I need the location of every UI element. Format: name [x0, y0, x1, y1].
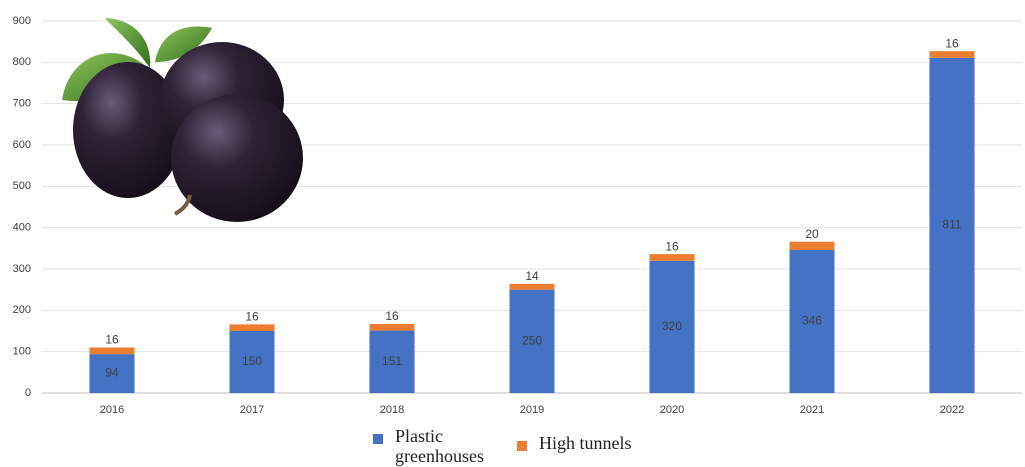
y-tick-label: 100 [13, 346, 31, 358]
data-label: 16 [665, 239, 679, 253]
x-tick-label: 2022 [940, 404, 964, 416]
bar-segment [789, 249, 835, 393]
y-tick-label: 800 [13, 56, 31, 68]
bar-segment [369, 330, 415, 393]
bar-segment [929, 51, 975, 58]
data-label: 150 [242, 354, 262, 368]
bar-segment [509, 283, 555, 290]
legend-item: High tunnels [517, 433, 632, 453]
bar-segment [649, 254, 695, 261]
data-label: 320 [662, 319, 682, 333]
bar-segment [509, 289, 555, 393]
x-tick-label: 2017 [240, 404, 264, 416]
bar-segment [369, 323, 415, 331]
y-tick-label: 900 [13, 15, 31, 27]
y-tick-label: 300 [13, 263, 31, 275]
y-tick-label: 0 [25, 387, 31, 399]
x-tick-label: 2018 [380, 404, 404, 416]
x-tick-label: 2020 [660, 404, 684, 416]
data-label: 811 [942, 218, 961, 232]
bar-segment [229, 331, 275, 393]
bar-segment [789, 241, 835, 250]
y-tick-label: 500 [13, 180, 31, 192]
data-label: 20 [805, 227, 819, 241]
data-label: 346 [802, 314, 822, 328]
legend-label: Plastic greenhouses [395, 426, 484, 466]
bar-segment [649, 260, 695, 393]
data-label: 250 [522, 334, 542, 348]
x-tick-label: 2021 [800, 404, 824, 416]
bar-segment [929, 57, 975, 393]
data-label: 94 [105, 366, 119, 380]
legend-item: Plastic greenhouses [373, 426, 484, 466]
data-label: 16 [105, 333, 119, 347]
legend-swatch [517, 441, 527, 451]
legend-label: High tunnels [539, 433, 632, 453]
data-label: 16 [245, 310, 259, 324]
y-tick-label: 400 [13, 222, 31, 234]
plum-illustration [62, 18, 303, 222]
legend-swatch [373, 434, 383, 444]
data-label: 151 [382, 354, 402, 368]
bar-segment [89, 347, 135, 355]
x-tick-label: 2019 [520, 404, 544, 416]
data-label: 16 [945, 36, 959, 50]
y-tick-label: 200 [13, 304, 31, 316]
y-tick-label: 600 [13, 139, 31, 151]
bar-segment [229, 324, 275, 331]
bar-segment [89, 354, 135, 393]
data-label: 14 [525, 269, 539, 283]
y-tick-label: 700 [13, 98, 31, 110]
data-label: 16 [385, 309, 399, 323]
x-tick-label: 2016 [100, 404, 124, 416]
